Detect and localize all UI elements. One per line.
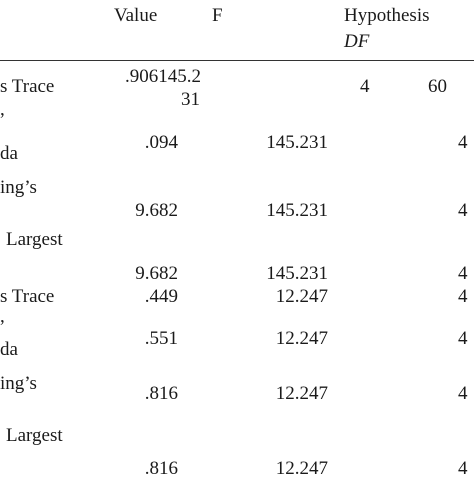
row-label: Largest: [6, 425, 63, 446]
header-value: Value: [114, 5, 158, 26]
row-hypothesis-df: 4: [458, 200, 468, 221]
row-hypothesis-df: 4: [458, 286, 468, 307]
row-hypothesis-df: 4: [458, 383, 468, 404]
row-hypothesis-df: 4: [458, 263, 468, 284]
row-hypothesis-df: 4: [458, 458, 468, 479]
row-label-fragment: ,: [0, 99, 5, 120]
row-value: .551: [144, 328, 178, 349]
row-hypothesis-df: 4: [458, 132, 468, 153]
row-value: .906145.2: [125, 66, 201, 87]
row-label: ing’s: [0, 373, 37, 394]
row-f: 12.247: [275, 458, 328, 479]
row-value: .816: [144, 458, 178, 479]
header-hypothesis: Hypothesis: [344, 5, 430, 26]
row-f: 12.247: [275, 328, 328, 349]
row-f: 12.247: [275, 383, 328, 404]
row-label: da: [0, 143, 18, 164]
row-value: .449: [144, 286, 178, 307]
row-label: s Trace: [0, 286, 55, 307]
row-value: .094: [144, 132, 178, 153]
header-df: DF: [344, 31, 370, 52]
header-f: F: [212, 5, 223, 26]
row-f: 145.231: [266, 263, 328, 284]
row-value: .816: [144, 383, 178, 404]
row-label: Largest: [6, 229, 63, 250]
row-hypothesis-df: 4: [360, 76, 370, 97]
row-label: s Trace: [0, 76, 55, 97]
row-label: da: [0, 339, 18, 360]
header-rule: [0, 60, 474, 61]
row-value-continued: 31: [181, 89, 200, 110]
row-f: 145.231: [266, 132, 328, 153]
row-value: 9.682: [135, 200, 178, 221]
row-label: ing’s: [0, 177, 37, 198]
row-value: 9.682: [135, 263, 178, 284]
row-f: 12.247: [275, 286, 328, 307]
row-hypothesis-df: 4: [458, 328, 468, 349]
row-label-fragment: ,: [0, 306, 5, 327]
row-error-df: 60: [428, 76, 447, 97]
row-f: 145.231: [266, 200, 328, 221]
